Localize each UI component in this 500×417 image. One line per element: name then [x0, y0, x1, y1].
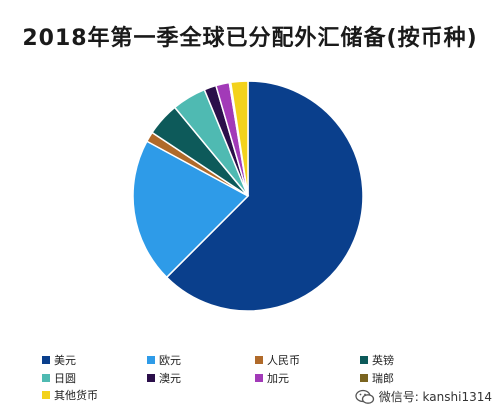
legend-item-6: 加元 — [255, 370, 289, 386]
legend-label: 瑞郎 — [372, 372, 394, 385]
legend-label: 加元 — [267, 372, 289, 385]
chart-title: 2018年第一季全球已分配外汇储备(按币种) — [22, 26, 478, 51]
legend-swatch — [42, 391, 50, 399]
legend-label: 其他货币 — [54, 389, 98, 402]
watermark-text: 微信号: kanshi1314 — [378, 390, 492, 404]
legend-item-5: 澳元 — [147, 370, 181, 386]
legend-item-1: 欧元 — [147, 352, 181, 368]
legend-swatch — [42, 356, 50, 364]
legend-item-7: 瑞郎 — [360, 370, 394, 386]
pie-slice-8 — [229, 80, 249, 197]
pie-slice-0 — [165, 80, 364, 312]
legend-swatch — [360, 356, 368, 364]
legend-label: 日圆 — [54, 372, 76, 385]
legend-item-0: 美元 — [42, 352, 76, 368]
legend-swatch — [42, 374, 50, 382]
watermark: 微信号: kanshi1314 — [355, 388, 492, 405]
legend-label: 美元 — [54, 354, 76, 367]
legend-swatch — [360, 374, 368, 382]
legend-item-8: 其他货币 — [42, 387, 98, 403]
legend-swatch — [147, 374, 155, 382]
legend-label: 澳元 — [159, 372, 181, 385]
legend-item-4: 日圆 — [42, 370, 76, 386]
legend-label: 英镑 — [372, 354, 394, 367]
legend-label: 人民币 — [267, 354, 300, 367]
legend-label: 欧元 — [159, 354, 181, 367]
legend-item-3: 英镑 — [360, 352, 394, 368]
pie-slice-1 — [132, 140, 250, 279]
legend-swatch — [255, 374, 263, 382]
wechat-icon — [355, 389, 374, 404]
legend-item-2: 人民币 — [255, 352, 300, 368]
legend-swatch — [147, 356, 155, 364]
legend-swatch — [255, 356, 263, 364]
